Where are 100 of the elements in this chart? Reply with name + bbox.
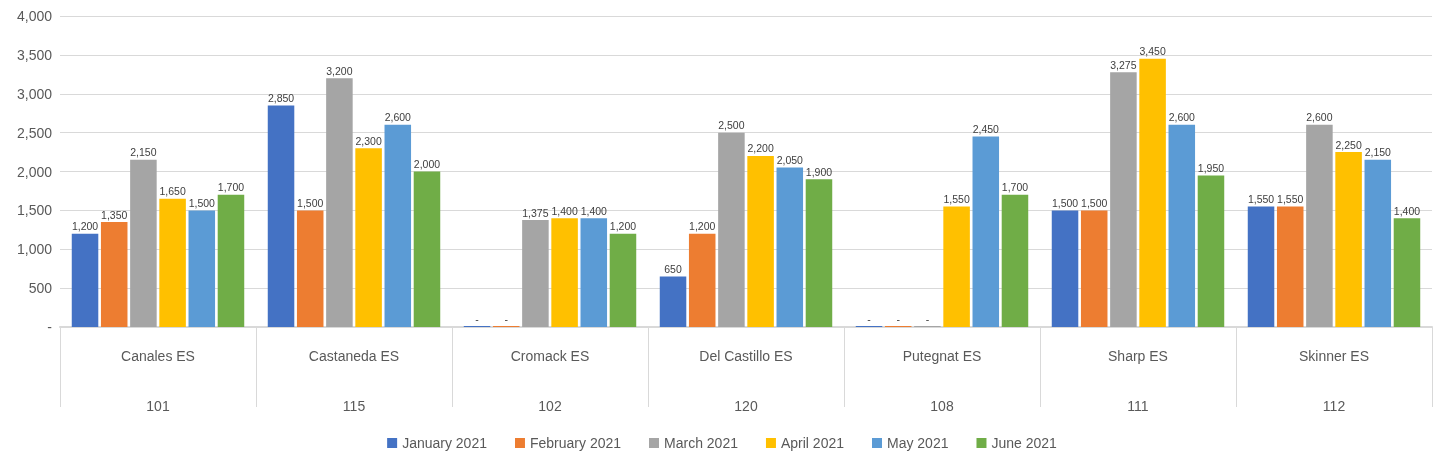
bar — [522, 220, 549, 327]
bar — [296, 210, 324, 327]
data-label: 3,275 — [1110, 58, 1137, 71]
bar — [972, 136, 1000, 327]
bar — [159, 198, 186, 327]
data-label: 1,500 — [188, 196, 216, 209]
bar — [1168, 124, 1196, 327]
x-tick-label: Del Castillo ES — [699, 348, 793, 364]
text: 115 — [342, 398, 366, 414]
bar — [805, 179, 833, 327]
data-label: 1,500 — [1051, 196, 1079, 209]
data-label: 1,650 — [159, 185, 186, 198]
data-label: 2,250 — [1335, 138, 1362, 151]
x-tick-label: Sharp ES — [1108, 348, 1168, 364]
bar — [267, 105, 295, 327]
y-tick-label: 3,000 — [16, 85, 53, 102]
bar — [326, 78, 353, 327]
x-tick-label: Castaneda ES — [308, 348, 400, 364]
data-label: - — [504, 312, 509, 325]
data-label: 2,150 — [130, 146, 157, 159]
data-label: 2,600 — [1168, 111, 1196, 124]
data-label: 1,375 — [522, 206, 549, 219]
bar — [1335, 152, 1362, 327]
legend-label: June 2021 — [991, 435, 1058, 451]
bar — [1306, 124, 1333, 327]
data-label: 2,150 — [1364, 146, 1392, 159]
y-tick-label: 1,000 — [16, 241, 53, 258]
text: 108 — [930, 398, 954, 414]
text: 112 — [1322, 398, 1346, 414]
bar — [1110, 72, 1137, 327]
data-label: 1,950 — [1197, 161, 1225, 174]
data-label: 3,450 — [1139, 45, 1166, 58]
y-tick-label: 2,000 — [16, 163, 53, 180]
x-tick-label: Skinner ES — [1298, 348, 1370, 364]
bar — [100, 222, 128, 327]
x-tick-label: Cromack ES — [510, 348, 590, 364]
bar — [413, 171, 441, 327]
bar — [943, 206, 970, 327]
bar — [1276, 206, 1304, 327]
legend-label: January 2021 — [402, 435, 488, 451]
bar — [1001, 194, 1029, 327]
y-tick-label: 4,000 — [16, 8, 53, 24]
bar — [130, 159, 157, 327]
bar — [188, 210, 216, 327]
bar — [609, 233, 637, 327]
data-label: 1,550 — [1277, 192, 1304, 205]
data-label: - — [925, 312, 930, 325]
y-tick-label: - — [47, 319, 53, 335]
data-label: 1,400 — [1393, 204, 1421, 217]
data-label: 1,550 — [943, 192, 970, 205]
data-label: 2,600 — [384, 111, 412, 124]
text: 102 — [538, 398, 562, 414]
data-label: 1,200 — [689, 220, 716, 233]
data-label: 650 — [664, 262, 682, 275]
bar — [1393, 218, 1421, 327]
data-label: 1,200 — [609, 220, 637, 233]
data-label: 3,200 — [326, 64, 353, 77]
bar — [1139, 58, 1166, 327]
bar — [1197, 175, 1225, 327]
bar — [384, 124, 412, 327]
bar — [747, 155, 774, 327]
bar — [1051, 210, 1079, 327]
data-label: 2,000 — [413, 158, 441, 170]
data-label: 2,200 — [747, 142, 774, 155]
legend-label: April 2021 — [780, 435, 845, 451]
data-label: 1,700 — [1001, 181, 1029, 194]
bar — [688, 233, 716, 327]
data-label: 2,600 — [1306, 111, 1333, 124]
text: 111 — [1127, 398, 1149, 414]
bar — [776, 167, 804, 327]
data-label: 2,050 — [776, 154, 804, 167]
bar — [718, 132, 745, 327]
legend-label: March 2021 — [664, 435, 739, 451]
text: 120 — [734, 398, 758, 414]
bar — [217, 194, 245, 327]
data-label: 1,500 — [297, 196, 324, 209]
y-tick-label: 1,500 — [16, 202, 53, 219]
bar — [1364, 159, 1392, 327]
data-label: 1,350 — [101, 208, 128, 221]
bar — [551, 218, 578, 327]
data-label: 1,400 — [551, 204, 578, 217]
data-label: 2,500 — [718, 119, 745, 132]
x-tick-label: Canales ES — [121, 348, 195, 364]
data-label: 1,200 — [71, 220, 99, 233]
data-label: 1,400 — [580, 204, 608, 217]
y-tick-label: 2,500 — [16, 124, 53, 141]
bar — [355, 148, 382, 327]
data-label: 1,900 — [805, 165, 833, 178]
x-tick-label: Putegnat ES — [902, 348, 982, 364]
data-label: - — [475, 312, 480, 325]
bar — [659, 276, 687, 327]
data-label: - — [867, 312, 872, 325]
bar — [580, 218, 608, 327]
data-label: - — [896, 312, 901, 325]
data-label: 2,450 — [972, 123, 1000, 136]
data-label: 1,700 — [217, 181, 245, 194]
bar — [1247, 206, 1275, 327]
bar — [1080, 210, 1108, 327]
legend-label: February 2021 — [529, 435, 622, 451]
y-tick-label: 500 — [28, 280, 53, 297]
